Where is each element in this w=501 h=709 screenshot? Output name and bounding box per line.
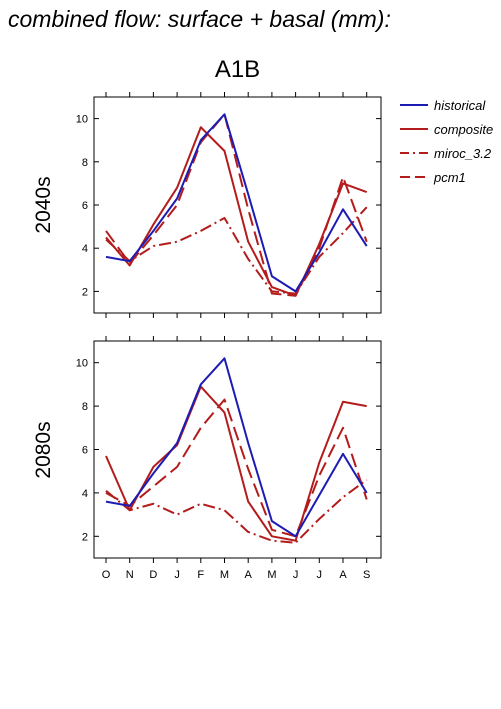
legend-label: composite <box>434 122 493 137</box>
x-tick-label: M <box>220 569 229 581</box>
series-line-pcm1 <box>105 113 368 297</box>
legend-label: miroc_3.2 <box>434 146 492 161</box>
y-tick-label: 10 <box>76 358 88 370</box>
y-tick-label: 2 <box>82 286 88 298</box>
x-tick-label: F <box>197 569 204 581</box>
plot-frame <box>93 340 382 559</box>
chart-panel-2080s: 2 4 6 8 10 O N D J F M A M J J A S 2080s <box>32 336 382 581</box>
series-line-pcm1 <box>105 398 368 538</box>
x-tick-label: J <box>174 569 180 581</box>
series-line-composite <box>105 385 367 542</box>
x-tick-label: D <box>149 569 157 581</box>
chart-panel-2040s: 2 4 6 8 10 2040s <box>32 92 382 318</box>
series-line-miroc-3-2 <box>105 479 368 544</box>
x-tick-label: N <box>126 569 134 581</box>
y-tick-label: 6 <box>82 200 88 212</box>
series-line-historical <box>105 113 368 293</box>
y-tick-label: 6 <box>82 445 88 457</box>
x-tick-label: A <box>339 569 347 581</box>
scenario-title: A1B <box>214 56 261 83</box>
x-tick-label: O <box>102 569 111 581</box>
legend-label: historical <box>434 98 486 113</box>
y-tick-label: 8 <box>82 401 88 413</box>
panel-ylabel: 2080s <box>32 421 55 478</box>
series-line-miroc-3-2 <box>105 206 368 295</box>
legend: historical composite miroc_3.2 pcm1 <box>400 98 493 185</box>
x-tick-label: J <box>317 569 323 581</box>
figure-title: combined flow: surface + basal (mm): <box>8 6 391 32</box>
y-tick-label: 8 <box>82 157 88 169</box>
y-tick-label: 4 <box>82 243 88 255</box>
y-tick-label: 2 <box>82 531 88 543</box>
x-tick-label: A <box>245 569 253 581</box>
plot-frame <box>93 96 382 314</box>
x-tick-label: M <box>267 569 276 581</box>
panel-ylabel: 2040s <box>32 176 55 233</box>
x-tick-label: J <box>293 569 299 581</box>
legend-label: pcm1 <box>433 170 466 185</box>
series-line-composite <box>105 126 368 297</box>
x-tick-label: S <box>363 569 370 581</box>
y-tick-label: 10 <box>76 114 88 126</box>
series-line-historical <box>105 357 368 538</box>
y-tick-label: 4 <box>82 488 88 500</box>
